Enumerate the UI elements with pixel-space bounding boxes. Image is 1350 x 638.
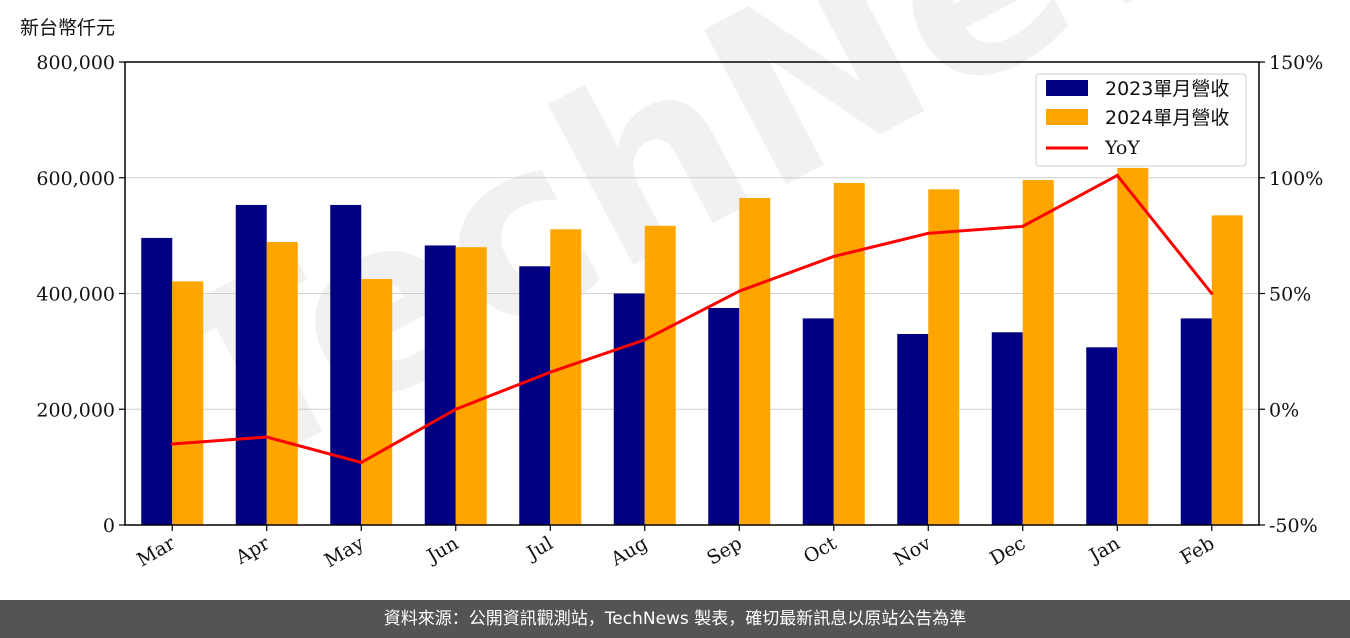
bar-2023-feb	[1180, 318, 1212, 525]
bar-2024-aug	[644, 225, 676, 525]
bar-2023-may	[330, 204, 362, 526]
bar-2024-may	[361, 279, 393, 525]
bar-2024-jan	[1117, 167, 1149, 525]
chart: TechNews 新台幣仟元 0200,000400,000600,000800…	[20, 0, 1350, 572]
x-tick-label-jun: Jun	[422, 532, 463, 568]
bar-2023-aug	[613, 293, 645, 525]
y-right-tick-label: 150%	[1269, 52, 1323, 74]
yoy-point-sep	[737, 289, 741, 293]
x-tick-label-may: May	[321, 532, 368, 572]
x-tick-label-dec: Dec	[986, 532, 1029, 570]
bar-2024-sep	[739, 198, 771, 525]
x-tick-label-sep: Sep	[703, 532, 746, 569]
bar-2024-jul	[550, 229, 582, 526]
bar-2024-dec	[1022, 180, 1054, 525]
yoy-line	[172, 173, 1213, 464]
y-right-tick-label: 100%	[1269, 168, 1323, 190]
x-tick-label-jan: Jan	[1084, 532, 1124, 568]
bar-2023-nov	[897, 334, 929, 525]
x-tick-label-feb: Feb	[1176, 532, 1218, 569]
bar-2023-jan	[1086, 347, 1118, 525]
yoy-point-nov	[926, 231, 930, 235]
bar-2023-jul	[519, 266, 551, 525]
legend-swatch-2023	[1046, 80, 1088, 96]
x-tick-label-oct: Oct	[800, 532, 841, 568]
yoy-point-feb	[1210, 292, 1214, 295]
grid-lines	[125, 177, 1259, 410]
y-left-tick-label: 0	[103, 515, 115, 537]
y-right-tick-label: -50%	[1269, 515, 1318, 537]
bar-2024-jun	[455, 247, 487, 525]
y-right-tick-label: 50%	[1269, 284, 1311, 306]
yoy-point-may	[359, 460, 363, 464]
x-tick-label-jul: Jul	[522, 532, 557, 565]
bar-2023-apr	[235, 204, 267, 526]
bar-2023-mar	[141, 237, 173, 525]
x-tick-label-aug: Aug	[606, 532, 651, 571]
bar-2023-jun	[424, 245, 456, 525]
y-left-tick-label: 600,000	[36, 168, 115, 190]
source-footer: 資料來源：公開資訊觀測站，TechNews 製表，確切最新訊息以原站公告為準	[0, 600, 1350, 638]
x-tick-label-nov: Nov	[890, 532, 935, 571]
legend-label-yoy: YoY	[1104, 137, 1140, 159]
legend-box	[1035, 73, 1247, 167]
yoy-point-mar	[170, 442, 174, 446]
bar-2024-oct	[833, 182, 865, 526]
y-right-tick-label: 0%	[1269, 399, 1299, 421]
bar-2024-mar	[172, 281, 204, 525]
y-left-tick-label: 200,000	[36, 399, 115, 421]
y-unit-label: 新台幣仟元	[20, 17, 115, 39]
legend-label-2023: 2023單月營收	[1105, 78, 1229, 100]
bar-2024-apr	[266, 241, 298, 525]
bar-2023-oct	[802, 318, 834, 525]
bar-2023-sep	[708, 307, 740, 525]
yoy-point-dec	[1021, 224, 1025, 228]
legend-swatch-2024	[1046, 109, 1088, 125]
yoy-point-aug	[643, 338, 647, 342]
x-tick-label-mar: Mar	[133, 532, 179, 571]
yoy-line-layer	[170, 173, 1214, 464]
source-note: 資料來源：公開資訊觀測站，TechNews 製表，確切最新訊息以原站公告為準	[383, 609, 967, 629]
legend: 2023單月營收 2024單月營收 YoY	[1035, 73, 1247, 167]
yoy-point-apr	[265, 435, 269, 439]
yoy-point-oct	[832, 254, 836, 258]
yoy-point-jun	[454, 407, 458, 411]
y-left-tick-label: 800,000	[36, 52, 115, 74]
legend-label-2024: 2024單月營收	[1105, 107, 1229, 129]
bar-2024-feb	[1211, 215, 1243, 525]
yoy-point-jul	[548, 370, 552, 374]
y-left-tick-label: 400,000	[36, 284, 115, 306]
x-tick-label-apr: Apr	[231, 532, 274, 569]
bar-2024-nov	[928, 189, 960, 525]
bar-2023-dec	[991, 332, 1023, 525]
yoy-point-jan	[1115, 173, 1119, 177]
bars	[141, 167, 1243, 526]
